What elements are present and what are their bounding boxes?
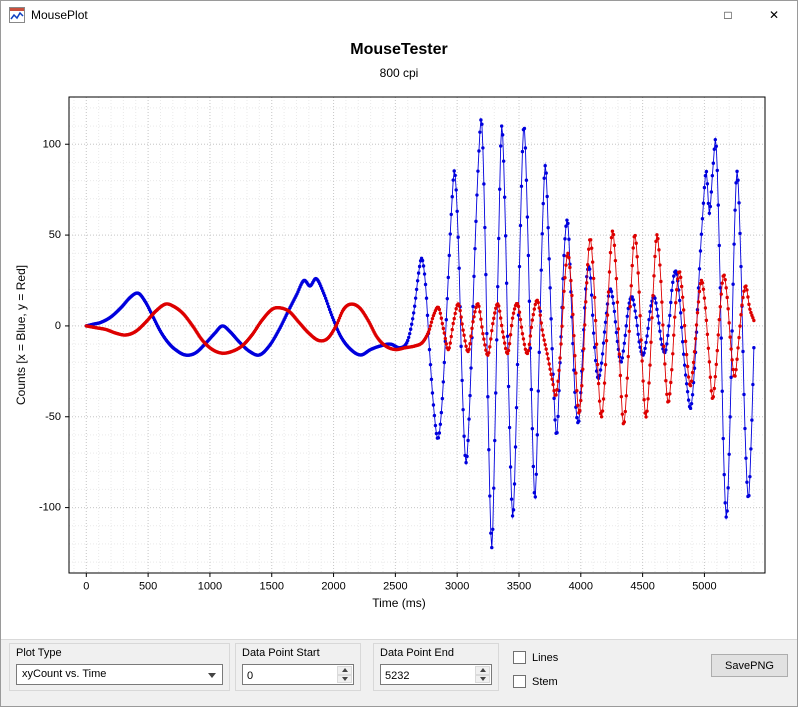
- data-point-start-input[interactable]: [243, 665, 336, 684]
- chevron-down-icon: [208, 673, 216, 678]
- plot-type-value: xyCount vs. Time: [22, 668, 107, 680]
- data-point-start-group: Data Point Start: [235, 643, 361, 691]
- lines-checkbox[interactable]: Lines: [513, 651, 558, 664]
- plot-type-select[interactable]: xyCount vs. Time: [16, 664, 223, 685]
- data-point-start-label: Data Point Start: [242, 647, 320, 659]
- chart-subtitle: 800 cpi: [379, 66, 419, 80]
- spin-up-icon: [479, 668, 486, 673]
- y-axis-label: Counts [x = Blue, y = Red]: [14, 264, 28, 406]
- data-point-start-stepper: [242, 664, 354, 685]
- data-point-end-input[interactable]: [381, 665, 474, 684]
- spin-up-icon: [341, 668, 348, 673]
- data-point-end-stepper: [380, 664, 492, 685]
- stem-checkbox-box: [513, 675, 526, 688]
- plot-type-label: Plot Type: [16, 647, 62, 659]
- app-icon: [9, 7, 25, 23]
- data-point-end-label: Data Point End: [380, 647, 454, 659]
- stem-checkbox-label: Stem: [532, 675, 558, 688]
- spin-down-button[interactable]: [337, 674, 352, 683]
- spin-down-icon: [479, 676, 486, 681]
- maximize-button[interactable]: □: [724, 8, 732, 22]
- window-title: MousePlot: [31, 8, 88, 22]
- stem-checkbox[interactable]: Stem: [513, 675, 558, 688]
- save-png-button[interactable]: SavePNG: [711, 654, 788, 677]
- spin-down-icon: [341, 676, 348, 681]
- chart-panel: MouseTester 800 cpi Time (ms) Counts [x …: [1, 29, 798, 639]
- x-axis-label: Time (ms): [372, 596, 426, 610]
- controls-bar: Plot Type xyCount vs. Time Data Point St…: [1, 639, 797, 706]
- data-point-end-group: Data Point End: [373, 643, 499, 691]
- titlebar[interactable]: MousePlot □ ✕: [1, 1, 797, 29]
- lines-checkbox-label: Lines: [532, 651, 559, 664]
- data-point-start-spin: [337, 666, 352, 683]
- spin-up-button[interactable]: [475, 666, 490, 675]
- spin-down-button[interactable]: [475, 674, 490, 683]
- data-point-end-spin: [475, 666, 490, 683]
- window-controls: □ ✕: [705, 1, 797, 29]
- spin-up-button[interactable]: [337, 666, 352, 675]
- plot-type-group: Plot Type xyCount vs. Time: [9, 643, 230, 691]
- close-button[interactable]: ✕: [768, 8, 780, 22]
- plot-canvas[interactable]: [1, 87, 798, 639]
- chart-title: MouseTester: [350, 41, 448, 58]
- lines-checkbox-box: [513, 651, 526, 664]
